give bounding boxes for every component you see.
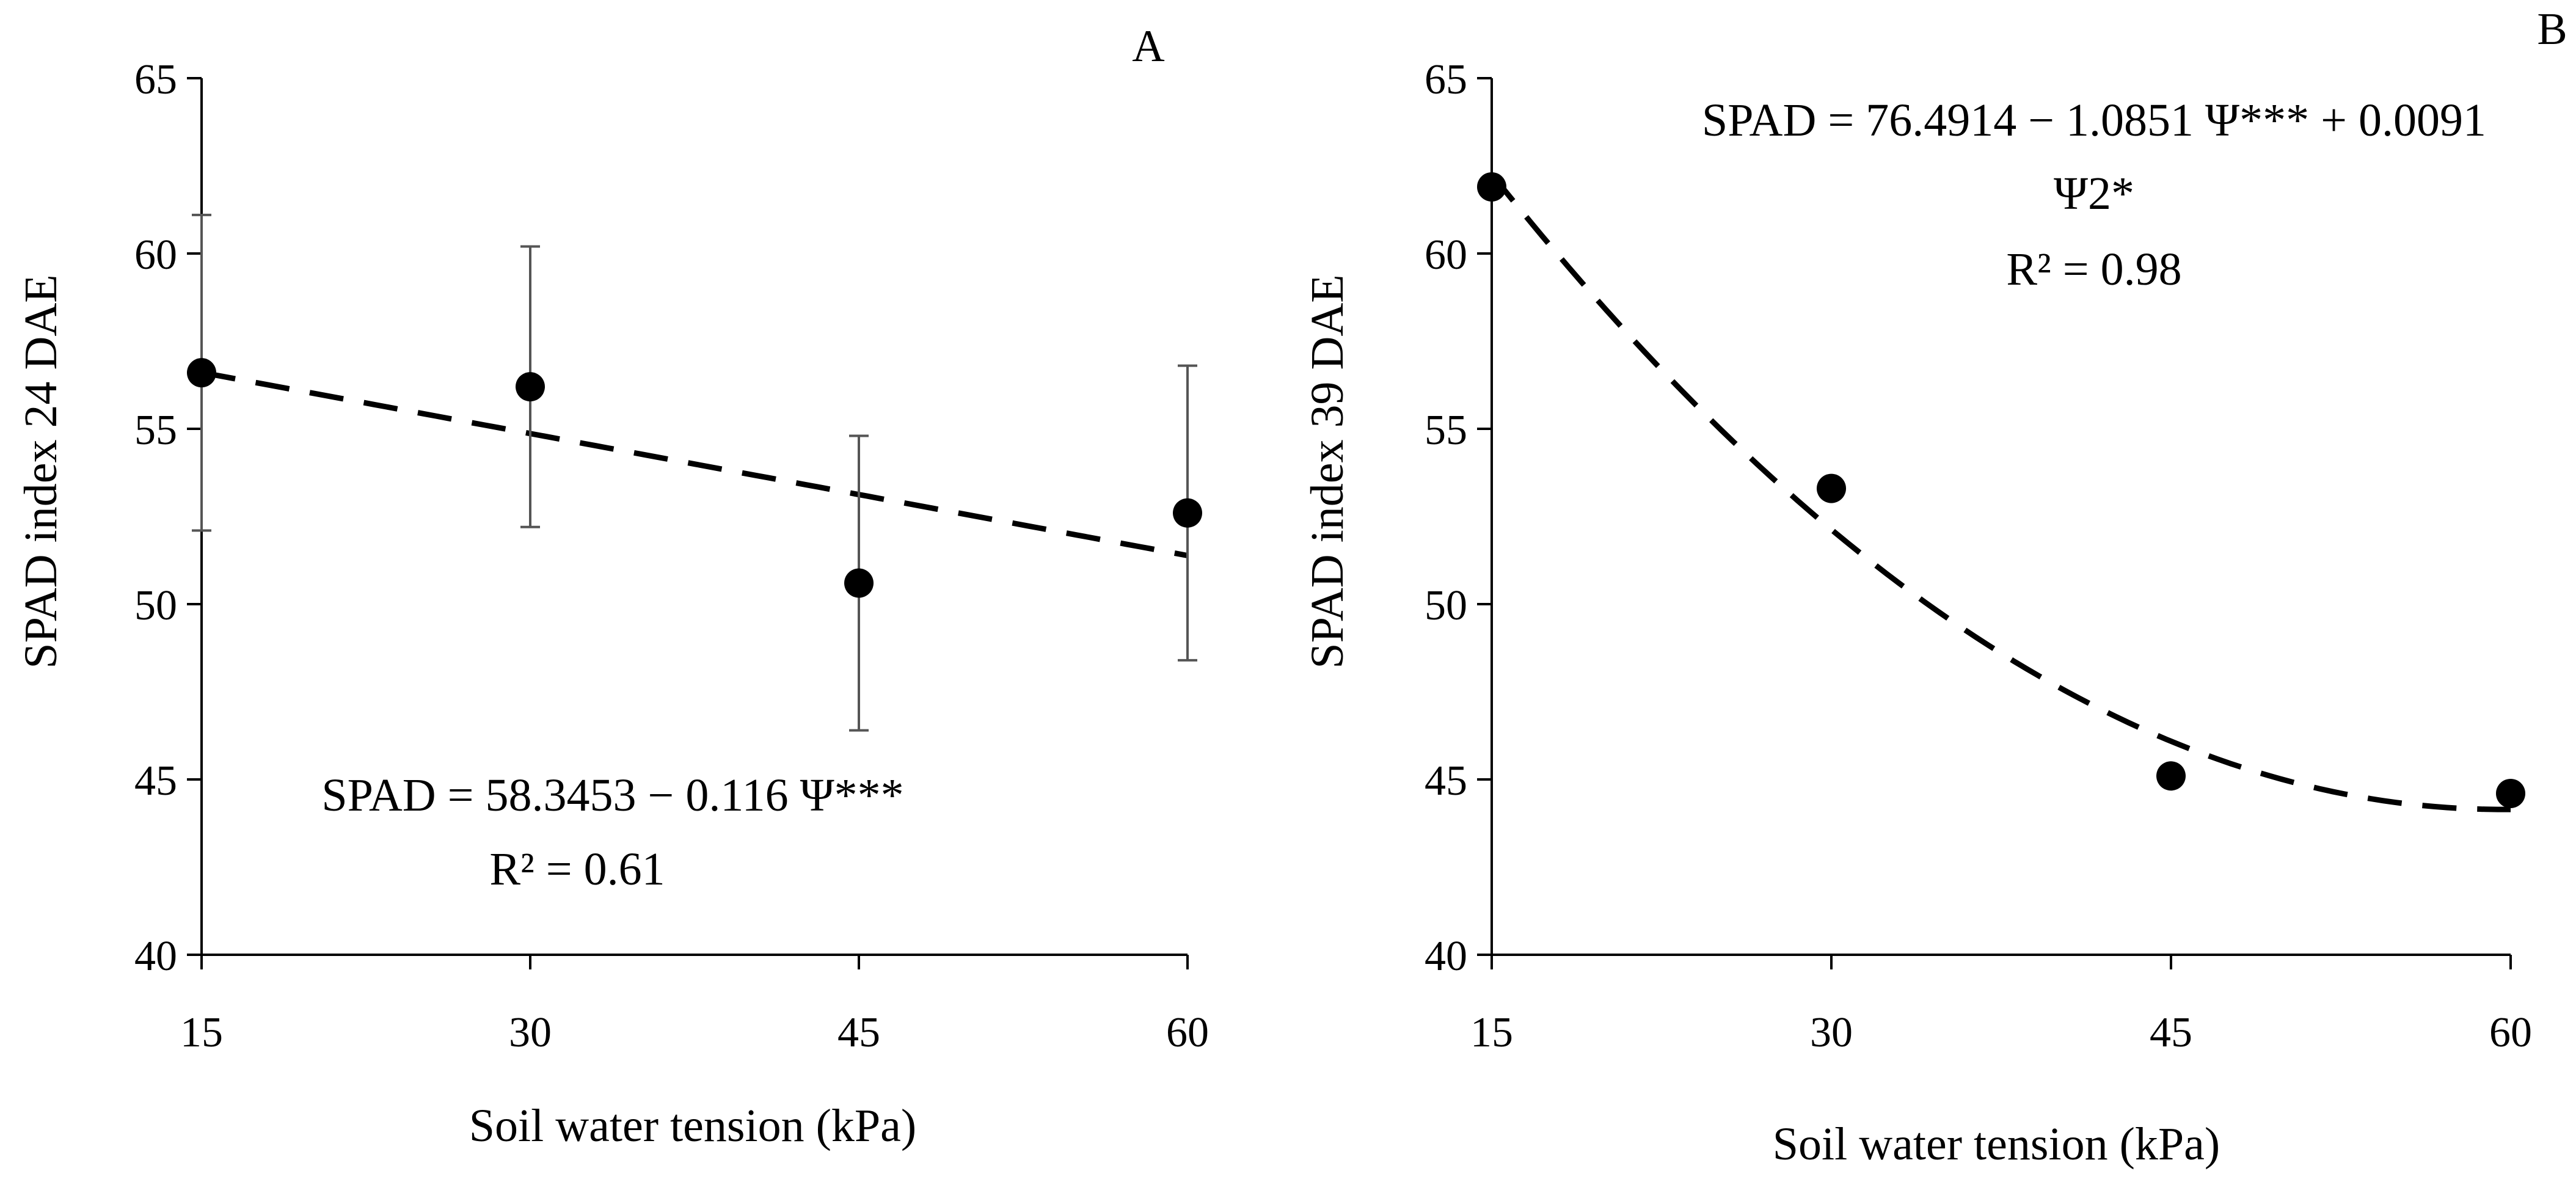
panel-a-y-tick-label: 65 (134, 56, 177, 103)
panel-a: A SPAD index 24 DAE Soil water tension (… (15, 21, 1209, 1151)
panel-a-equation-line-1: SPAD = 58.3453 − 0.116 Ψ*** (321, 770, 903, 821)
panel-a-y-tick-label: 45 (134, 757, 177, 804)
panel-b-data-point (2496, 778, 2525, 808)
panel-b-data-point (1477, 172, 1506, 202)
panel-a-x-tick-label: 60 (1166, 1009, 1209, 1056)
panel-b-label: B (2537, 4, 2567, 54)
panel-b-x-tick-label: 45 (2150, 1009, 2192, 1056)
panel-a-trend-line (201, 370, 1188, 558)
panel-a-data-point (844, 568, 874, 598)
panel-b-plot: 40 45 50 55 60 65 15 30 45 60 (1425, 56, 2532, 1056)
panel-b-y-tick-label: 50 (1425, 582, 1467, 629)
panel-b-y-tick-label: 40 (1425, 933, 1467, 980)
panel-a-xlabel: Soil water tension (kPa) (469, 1100, 916, 1151)
panel-b-equation-line-2: Ψ2* (2054, 168, 2134, 219)
panel-b: B SPAD index 39 DAE Soil water tension (… (1302, 4, 2567, 1170)
panel-a-y-tick-label: 60 (134, 232, 177, 279)
panel-b-x-tick-label: 15 (1470, 1009, 1513, 1056)
panel-a-data-point (187, 358, 216, 388)
panel-b-data-point (1817, 473, 1846, 503)
panel-b-xlabel: Soil water tension (kPa) (1773, 1118, 2220, 1170)
panel-b-equation-line-3: R² = 0.98 (2006, 244, 2181, 295)
panel-b-y-tick-label: 55 (1425, 407, 1467, 454)
panel-a-equation-line-2: R² = 0.61 (489, 844, 665, 895)
panel-b-equation-line-1: SPAD = 76.4914 − 1.0851 Ψ*** + 0.0091 (1702, 95, 2486, 146)
panel-a-x-tick-label: 45 (837, 1009, 880, 1056)
panel-b-y-tick-label: 60 (1425, 232, 1467, 279)
panel-a-y-tick-label: 55 (134, 407, 177, 454)
panel-a-ylabel: SPAD index 24 DAE (15, 274, 67, 668)
panel-a-data-point (1173, 498, 1202, 528)
panel-a-x-tick-label: 30 (509, 1009, 552, 1056)
panel-b-y-tick-label: 45 (1425, 757, 1467, 804)
panel-b-trend-line (1489, 172, 2511, 812)
panel-b-x-tick-label: 30 (1810, 1009, 1853, 1056)
panel-a-y-tick-label: 50 (134, 582, 177, 629)
panel-a-data-point (516, 372, 545, 402)
panel-b-data-point (2156, 761, 2186, 791)
panel-a-y-tick-label: 40 (134, 933, 177, 980)
panel-a-x-tick-label: 15 (180, 1009, 223, 1056)
panel-b-ylabel: SPAD index 39 DAE (1302, 274, 1353, 668)
panel-b-x-tick-label: 60 (2489, 1009, 2532, 1056)
panel-b-y-tick-label: 65 (1425, 56, 1467, 103)
panel-a-plot: 40 45 50 55 60 65 15 30 45 60 (134, 56, 1209, 1056)
panel-a-label: A (1132, 21, 1164, 71)
